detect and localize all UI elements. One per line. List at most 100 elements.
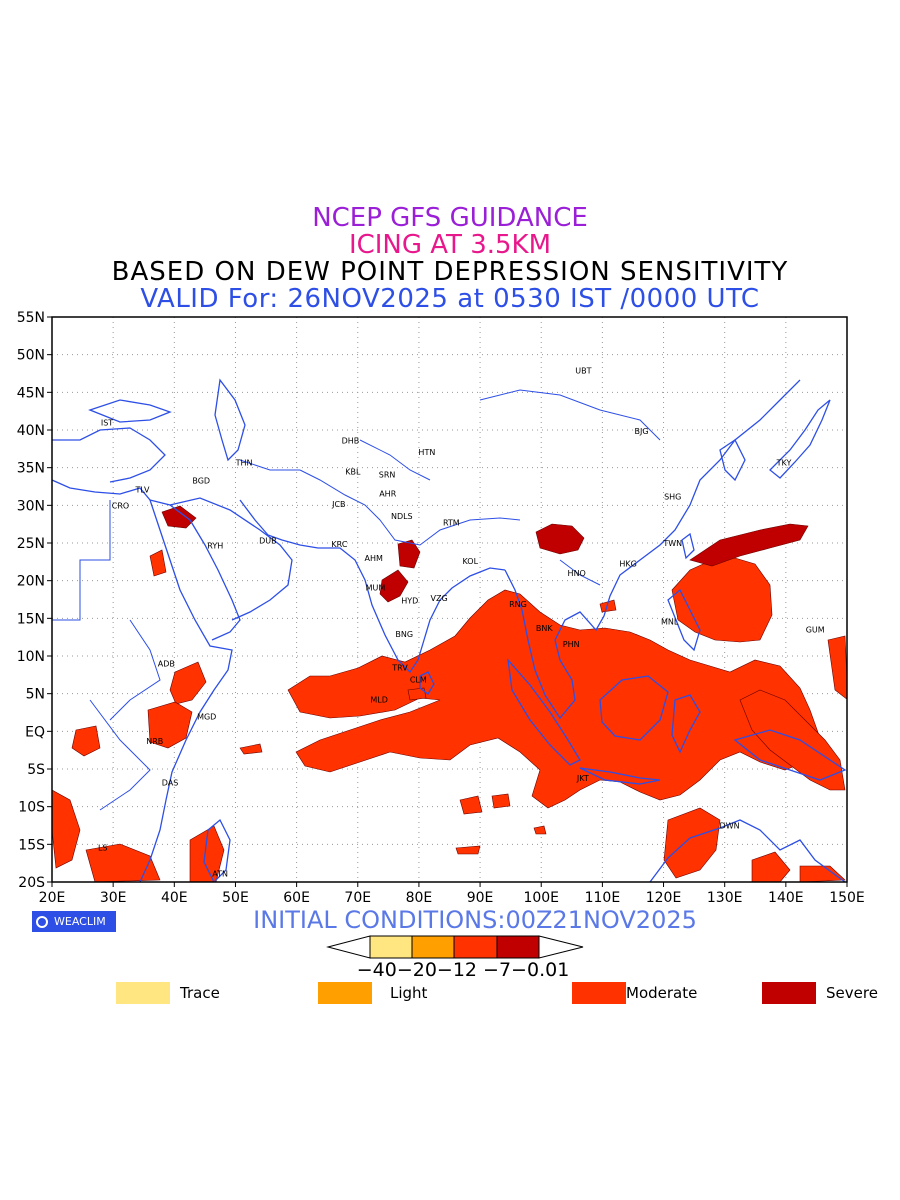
city-label-tky: TKY: [776, 458, 792, 467]
colorbar: [326, 935, 584, 959]
icing-area-severe: [689, 523, 809, 567]
y-tick-label: 35N: [17, 461, 45, 477]
icing-area-moderate: [52, 789, 81, 869]
title-line-2: ICING AT 3.5KM: [348, 230, 552, 260]
title-line-3: BASED ON DEW POINT DEPRESSION SENSITIVIT…: [111, 257, 789, 287]
icing-area-moderate: [85, 843, 161, 882]
city-label-krc: KRC: [331, 540, 347, 549]
x-tick-label: 70E: [344, 890, 371, 906]
city-label-kbl: KBL: [345, 467, 361, 476]
colorbar-severe: [496, 935, 540, 959]
icing-area-moderate: [599, 599, 617, 613]
x-tick-label: 30E: [100, 890, 127, 906]
icing-area-severe: [397, 539, 421, 569]
y-tick-label: 15N: [17, 611, 45, 627]
coastline-red-sea: [149, 499, 241, 641]
city-label-twn: TWN: [662, 539, 682, 548]
logo-text: WEACLIM: [54, 915, 106, 928]
coastline-taiwan: [681, 532, 695, 560]
x-tick-label: 110E: [585, 890, 621, 906]
y-tick-label: 5N: [26, 687, 45, 703]
icing-area-moderate: [459, 795, 483, 815]
icing-area-moderate: [491, 793, 511, 809]
icing-area-moderate: [407, 687, 427, 701]
city-label-atn: ATN: [212, 870, 228, 879]
icing-area-moderate: [533, 825, 547, 835]
legend-swatch-trace: [116, 982, 170, 1004]
coastline-philippines: [667, 588, 701, 652]
city-label-vzg: VZG: [431, 594, 448, 603]
city-label-ist: IST: [101, 418, 113, 427]
coastline-korea: [719, 439, 746, 482]
legend-label-severe: Severe: [826, 984, 878, 1002]
icing-area-severe: [535, 523, 585, 555]
legend-swatch-moderate: [572, 982, 626, 1004]
city-label-kol: KOL: [463, 557, 479, 566]
icing-area-moderate: [149, 549, 167, 577]
city-label-ndls: NDLS: [391, 512, 413, 521]
city-label-mum: MUM: [366, 583, 386, 592]
colorbar-left-arrow: [326, 935, 371, 959]
valid-time-line: VALID For: 26NOV2025 at 0530 IST /0000 U…: [140, 284, 760, 314]
y-tick-label: 45N: [17, 385, 45, 401]
coastline-new-guinea: [733, 729, 847, 781]
coastline-borneo: [599, 675, 669, 741]
city-label-bgd: BGD: [192, 476, 210, 485]
coastline-india: [318, 547, 506, 674]
city-label-shg: SHG: [664, 492, 681, 501]
city-label-bng: BNG: [395, 630, 413, 639]
plot-frame: [51, 316, 848, 883]
city-label-dwn: DWN: [720, 822, 740, 831]
city-label-htn: HTN: [418, 448, 435, 457]
icing-area-moderate: [287, 589, 821, 809]
y-tick-label: 20S: [18, 875, 45, 891]
y-tick-label: 55N: [17, 310, 45, 326]
colorbar-light: [411, 935, 455, 959]
legend-swatch-light: [318, 982, 372, 1004]
city-label-mnl: MNL: [661, 617, 679, 626]
y-tick-label: 15S: [18, 837, 45, 853]
city-labels: UBT BJG TKY SHG TWN HKG HNO MNL GUM BNK PHN RNG KOL R…: [98, 366, 825, 878]
legend-label-trace: Trace: [180, 984, 220, 1002]
icing-area-moderate: [239, 743, 263, 755]
y-tick-label: 25N: [17, 536, 45, 552]
city-label-jcb: JCB: [331, 500, 345, 509]
coastlines: [52, 378, 847, 882]
icing-area-moderate: [799, 865, 846, 882]
x-tick-label: 100E: [523, 890, 559, 906]
icing-area-moderate: [827, 635, 847, 700]
icing-area-moderate: [147, 701, 193, 749]
initial-conditions: INITIAL CONDITIONS:00Z21NOV2025: [253, 906, 697, 934]
city-label-ahm: AHM: [364, 554, 382, 563]
icing-area-moderate: [169, 661, 207, 705]
legend-swatch-severe: [762, 982, 816, 1004]
city-label-phn: PHN: [563, 640, 580, 649]
x-tick-label: 20E: [39, 890, 66, 906]
coastline-australia: [649, 819, 846, 882]
y-tick-label: 10S: [18, 800, 45, 816]
y-tick-label: EQ: [25, 724, 45, 740]
title-line-1: NCEP GFS GUIDANCE: [312, 203, 588, 233]
icing-area-moderate: [671, 557, 773, 643]
y-tick-label: 30N: [17, 498, 45, 514]
legend-label-light: Light: [390, 984, 428, 1002]
y-tick-label: 40N: [17, 423, 45, 439]
x-tick-label: 60E: [283, 890, 310, 906]
x-tick-label: 50E: [222, 890, 249, 906]
city-label-bjg: BJG: [634, 427, 648, 436]
coastline-gulf: [239, 499, 319, 549]
icing-shading: [52, 505, 847, 882]
coastline-se-asia: [504, 379, 801, 720]
city-label-dhb: DHB: [342, 437, 360, 446]
coastline-sulawesi: [671, 694, 701, 754]
city-label-tlv: TLV: [135, 486, 150, 495]
city-label-ubt: UBT: [575, 366, 591, 375]
city-label-gum: GUM: [806, 626, 825, 635]
x-tick-label: 90E: [467, 890, 494, 906]
colorbar-moderate: [453, 935, 498, 959]
coastline-japan: [769, 399, 831, 479]
coastline-sri-lanka: [419, 671, 435, 695]
x-tick-label: 150E: [829, 890, 865, 906]
city-label-nrb: NRB: [146, 737, 163, 746]
